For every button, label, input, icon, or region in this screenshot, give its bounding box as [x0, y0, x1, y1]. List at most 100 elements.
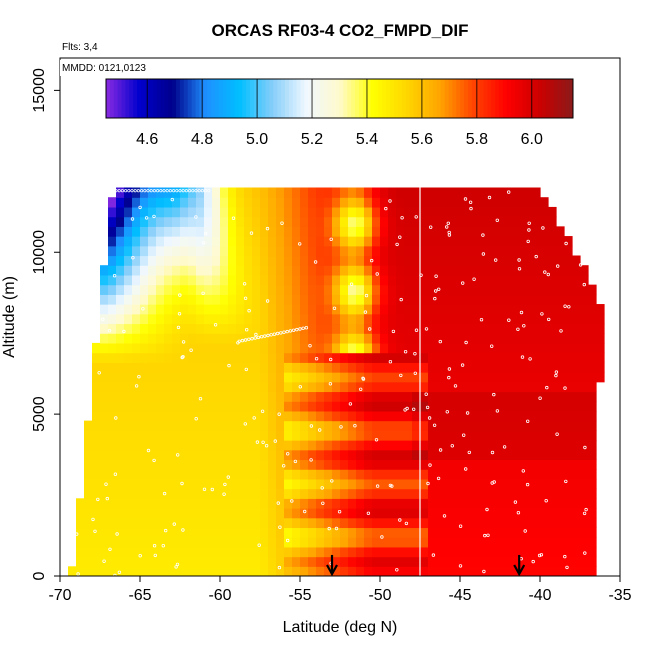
- heatmap-cell: [484, 255, 493, 266]
- heatmap-cell: [292, 566, 301, 576]
- heatmap-cell: [588, 342, 597, 354]
- heatmap-cell: [420, 556, 429, 567]
- heatmap-cell: [132, 304, 141, 315]
- heatmap-cell: [228, 556, 237, 567]
- heatmap-cell: [324, 313, 333, 325]
- sample-point: [584, 507, 588, 512]
- heatmap-cell: [236, 508, 245, 519]
- heatmap-cell: [332, 391, 341, 402]
- heatmap-cell: [156, 236, 165, 247]
- heatmap-cell: [316, 469, 325, 480]
- heatmap-cell: [180, 546, 189, 558]
- heatmap-cell: [308, 410, 317, 422]
- heatmap-cell: [268, 508, 277, 519]
- heatmap-cell: [460, 226, 469, 237]
- heatmap-cell: [428, 245, 437, 257]
- sample-point: [464, 340, 468, 345]
- heatmap-cell: [212, 274, 221, 286]
- heatmap-cell: [460, 546, 469, 558]
- heatmap-cell: [324, 508, 333, 519]
- heatmap-cell: [356, 478, 365, 490]
- heatmap-cell: [372, 333, 381, 344]
- heatmap-cell: [100, 304, 109, 315]
- heatmap-cell: [324, 255, 333, 266]
- heatmap-cell: [556, 546, 565, 558]
- sample-point: [395, 242, 399, 247]
- heatmap-cell: [428, 430, 437, 441]
- heatmap-cell: [196, 206, 205, 218]
- heatmap-cell: [452, 372, 461, 383]
- heatmap-cell: [564, 362, 573, 373]
- heatmap-cell: [340, 566, 349, 576]
- heatmap-cell: [284, 410, 293, 422]
- heatmap-cell: [428, 206, 437, 218]
- heatmap-cell: [196, 537, 205, 548]
- heatmap-cell: [308, 323, 317, 334]
- heatmap-cell: [108, 449, 117, 461]
- heatmap-cell: [268, 469, 277, 480]
- heatmap-cell: [372, 420, 381, 431]
- heatmap-cell: [508, 556, 517, 567]
- heatmap-cell: [556, 478, 565, 490]
- heatmap-cell: [452, 478, 461, 490]
- heatmap-cell: [156, 449, 165, 461]
- heatmap-cell: [588, 430, 597, 441]
- heatmap-cell: [572, 294, 581, 305]
- heatmap-cell: [372, 498, 381, 509]
- colorbar-swatch: [506, 79, 512, 118]
- heatmap-cell: [84, 488, 93, 499]
- heatmap-cell: [276, 556, 285, 567]
- heatmap-cell: [284, 284, 293, 295]
- heatmap-cell: [244, 430, 253, 441]
- sample-point: [517, 258, 521, 262]
- heatmap-cell: [524, 459, 533, 470]
- heatmap-cell: [180, 274, 189, 286]
- heatmap-cell: [468, 391, 477, 402]
- heatmap-cell: [196, 313, 205, 325]
- heatmap-cell: [572, 401, 581, 412]
- heatmap-cell: [516, 546, 525, 558]
- heatmap-cell: [380, 236, 389, 247]
- heatmap-cell: [516, 265, 525, 276]
- heatmap-cell: [172, 294, 181, 305]
- heatmap-cell: [500, 449, 509, 461]
- heatmap-cell: [588, 488, 597, 499]
- heatmap-cell: [116, 294, 125, 305]
- heatmap-cell: [540, 410, 549, 422]
- heatmap-cell: [556, 498, 565, 509]
- heatmap-cell: [164, 304, 173, 315]
- heatmap-cell: [308, 274, 317, 286]
- heatmap-cell: [452, 537, 461, 548]
- heatmap-cell: [340, 372, 349, 383]
- heatmap-cell: [324, 527, 333, 538]
- heatmap-cell: [316, 362, 325, 373]
- sample-point: [450, 444, 454, 448]
- sample-point: [467, 450, 471, 455]
- heatmap-cell: [500, 537, 509, 548]
- heatmap-cell: [284, 381, 293, 393]
- heatmap-cell: [180, 498, 189, 509]
- heatmap-cell: [180, 381, 189, 393]
- heatmap-cell: [140, 216, 149, 227]
- heatmap-cell: [372, 566, 381, 576]
- heatmap-cell: [156, 304, 165, 315]
- heatmap-cell: [468, 478, 477, 490]
- heatmap-cell: [500, 401, 509, 412]
- heatmap-cell: [332, 255, 341, 266]
- heatmap-cell: [132, 206, 141, 218]
- heatmap-cell: [292, 537, 301, 548]
- heatmap-cell: [108, 498, 117, 509]
- heatmap-cell: [468, 284, 477, 295]
- heatmap-cell: [340, 342, 349, 354]
- colorbar-swatch: [211, 79, 216, 118]
- heatmap-cell: [292, 391, 301, 402]
- heatmap-cell: [212, 508, 221, 519]
- heatmap-cell: [476, 410, 485, 422]
- heatmap-cell: [100, 449, 109, 461]
- heatmap-cell: [364, 236, 373, 247]
- heatmap-cell: [500, 517, 509, 529]
- heatmap-cell: [228, 187, 237, 198]
- heatmap-cell: [564, 236, 573, 247]
- heatmap-cell: [324, 206, 333, 218]
- heatmap-cell: [132, 440, 141, 451]
